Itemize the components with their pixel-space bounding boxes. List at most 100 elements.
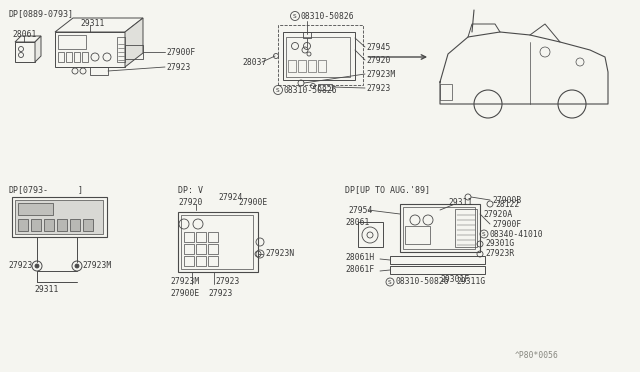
Bar <box>196 232 206 242</box>
Bar <box>125 45 143 59</box>
Text: 28037: 28037 <box>242 58 266 67</box>
Bar <box>390 256 485 264</box>
Text: 27900F: 27900F <box>166 48 195 57</box>
Bar <box>66 52 72 62</box>
Text: 29301F: 29301F <box>440 275 469 283</box>
Bar <box>18 219 28 231</box>
Bar <box>55 32 125 67</box>
Bar <box>184 256 194 266</box>
Bar <box>318 84 332 90</box>
Bar <box>74 52 80 62</box>
Text: ]: ] <box>78 186 83 195</box>
Text: 27923: 27923 <box>208 289 232 298</box>
Text: 29311G: 29311G <box>456 278 485 286</box>
Text: 27945: 27945 <box>366 42 390 51</box>
Text: 27900B: 27900B <box>492 196 521 205</box>
Text: S: S <box>482 231 486 237</box>
Text: 27900E: 27900E <box>170 289 199 298</box>
Text: 08310-50826: 08310-50826 <box>396 278 450 286</box>
Text: DP: V: DP: V <box>178 186 203 195</box>
Bar <box>82 52 88 62</box>
Text: 28122: 28122 <box>495 199 520 208</box>
Bar <box>288 60 296 72</box>
Polygon shape <box>15 36 41 42</box>
Bar <box>358 222 383 247</box>
Text: 29301G: 29301G <box>485 240 515 248</box>
Text: 29311: 29311 <box>80 19 104 28</box>
Text: 27923R: 27923R <box>485 250 515 259</box>
Text: 27900E: 27900E <box>238 198 268 206</box>
Bar <box>178 212 258 272</box>
Bar <box>57 219 67 231</box>
Bar <box>196 244 206 254</box>
Text: 28061F: 28061F <box>345 264 374 273</box>
Text: 28061: 28061 <box>12 29 36 38</box>
Text: 27924: 27924 <box>218 192 243 202</box>
Bar <box>44 219 54 231</box>
Text: 27920: 27920 <box>178 198 202 206</box>
Text: 27923: 27923 <box>366 83 390 93</box>
Bar <box>196 256 206 266</box>
Text: DP[0889-0793]: DP[0889-0793] <box>8 10 73 19</box>
Bar <box>181 215 253 269</box>
Bar <box>308 60 316 72</box>
Text: S: S <box>388 279 392 285</box>
Bar <box>440 84 452 100</box>
Text: 27923M: 27923M <box>366 70 396 78</box>
Text: 08310-50826: 08310-50826 <box>301 12 355 20</box>
Circle shape <box>35 264 39 268</box>
Bar <box>403 207 475 249</box>
Polygon shape <box>35 36 41 62</box>
Bar <box>70 219 80 231</box>
Bar <box>303 32 311 38</box>
Text: 27923M: 27923M <box>82 262 111 270</box>
Bar <box>184 232 194 242</box>
Text: S: S <box>276 87 280 93</box>
Text: 29311: 29311 <box>448 198 472 206</box>
Bar <box>90 67 108 75</box>
Bar <box>400 204 480 252</box>
Bar <box>18 203 53 215</box>
Bar <box>283 32 355 80</box>
Bar <box>15 200 103 234</box>
Bar <box>208 256 218 266</box>
Text: 27900F: 27900F <box>492 219 521 228</box>
Text: 27920: 27920 <box>366 55 390 64</box>
Bar <box>405 226 430 244</box>
Bar <box>12 197 107 237</box>
Text: 27920A: 27920A <box>483 209 512 218</box>
Text: ^P80*0056: ^P80*0056 <box>515 352 559 360</box>
Text: 27923: 27923 <box>166 62 190 71</box>
Bar <box>58 35 86 49</box>
Bar <box>83 219 93 231</box>
Bar <box>286 37 350 77</box>
Bar <box>15 42 35 62</box>
Text: 28061: 28061 <box>345 218 369 227</box>
Polygon shape <box>55 18 143 32</box>
Text: 27923M: 27923M <box>170 278 199 286</box>
Circle shape <box>75 264 79 268</box>
Bar <box>318 60 326 72</box>
Bar <box>58 52 64 62</box>
Bar <box>455 209 477 247</box>
Polygon shape <box>125 18 143 67</box>
Bar <box>208 232 218 242</box>
Bar <box>31 219 41 231</box>
Text: DP[UP TO AUG.'89]: DP[UP TO AUG.'89] <box>345 186 430 195</box>
Text: 08310-50826: 08310-50826 <box>284 86 338 94</box>
Bar <box>184 244 194 254</box>
Text: 29311: 29311 <box>34 285 58 295</box>
Bar <box>117 37 125 62</box>
Bar <box>278 25 363 85</box>
Bar <box>390 266 485 274</box>
Text: 08340-41010: 08340-41010 <box>490 230 543 238</box>
Bar <box>208 244 218 254</box>
Text: 27923: 27923 <box>8 262 33 270</box>
Text: DP[0793-: DP[0793- <box>8 186 48 195</box>
Text: 28061H: 28061H <box>345 253 374 262</box>
Text: 27954: 27954 <box>348 205 372 215</box>
Text: 27923: 27923 <box>215 278 239 286</box>
Text: 27923N: 27923N <box>265 250 294 259</box>
Text: S: S <box>293 13 297 19</box>
Bar <box>298 60 306 72</box>
